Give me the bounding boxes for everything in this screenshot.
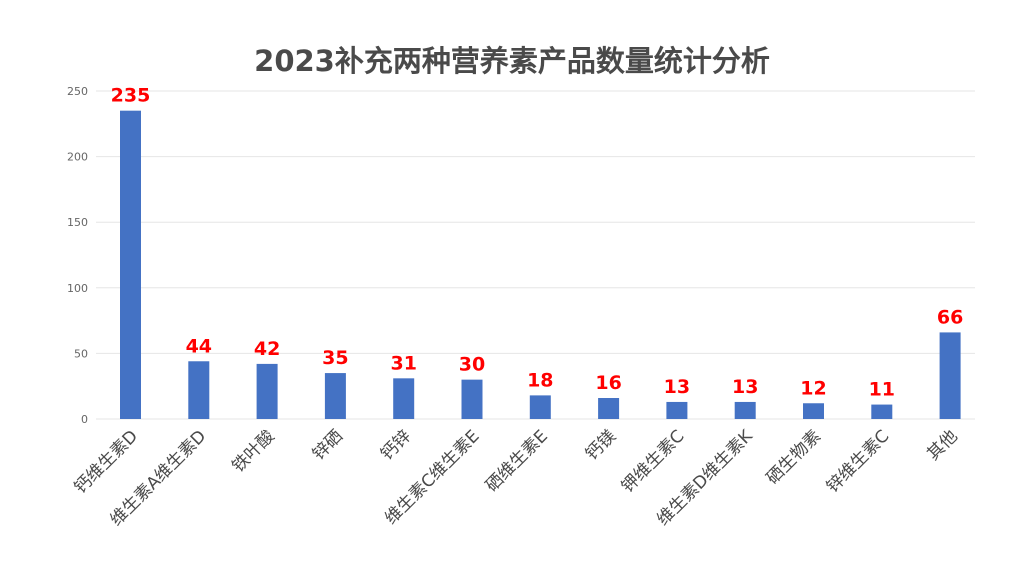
data-label: 13 <box>664 376 690 398</box>
bar <box>803 403 824 419</box>
y-tick-label: 250 <box>67 85 88 98</box>
data-label: 31 <box>390 352 416 374</box>
y-tick-label: 200 <box>67 151 88 164</box>
bar <box>393 378 415 419</box>
data-label: 35 <box>322 347 348 369</box>
data-label: 12 <box>800 377 826 399</box>
bar <box>529 395 551 419</box>
bar <box>598 398 620 419</box>
bar <box>188 361 210 419</box>
bar <box>324 373 346 419</box>
data-label: 30 <box>459 354 485 376</box>
data-label: 11 <box>869 379 895 401</box>
data-label: 42 <box>254 338 280 360</box>
data-label: 13 <box>732 376 758 398</box>
data-label: 66 <box>937 306 963 328</box>
x-tick-label: 锌维生素C <box>823 426 894 497</box>
bar <box>871 404 893 419</box>
bar <box>939 332 961 419</box>
x-tick-label: 铁叶酸 <box>228 426 278 476</box>
bar <box>256 363 278 419</box>
chart-title: 2023补充两种营养素产品数量统计分析 <box>254 44 770 78</box>
data-label: 18 <box>527 369 553 391</box>
x-tick-label: 硒维生素E <box>482 426 552 496</box>
bar <box>461 379 483 419</box>
x-tick-label: 锌硒 <box>309 426 347 464</box>
data-label: 235 <box>111 85 151 107</box>
x-tick-label: 钙维生素D <box>71 426 142 497</box>
x-tick-label: 钙镁 <box>582 426 620 464</box>
y-tick-label: 0 <box>81 413 88 426</box>
x-tick-label: 钙锌 <box>377 426 415 464</box>
x-tick-label: 钾维生素C <box>618 426 689 497</box>
data-label: 16 <box>595 372 621 394</box>
bar <box>120 110 141 420</box>
y-tick-label: 100 <box>67 282 88 295</box>
bar <box>734 401 756 419</box>
bar <box>666 401 688 419</box>
x-tick-label: 其他 <box>923 426 961 464</box>
data-label: 44 <box>186 335 212 357</box>
y-tick-label: 50 <box>74 347 88 360</box>
x-tick-label: 硒生物素 <box>763 426 825 488</box>
y-tick-label: 150 <box>67 216 88 229</box>
